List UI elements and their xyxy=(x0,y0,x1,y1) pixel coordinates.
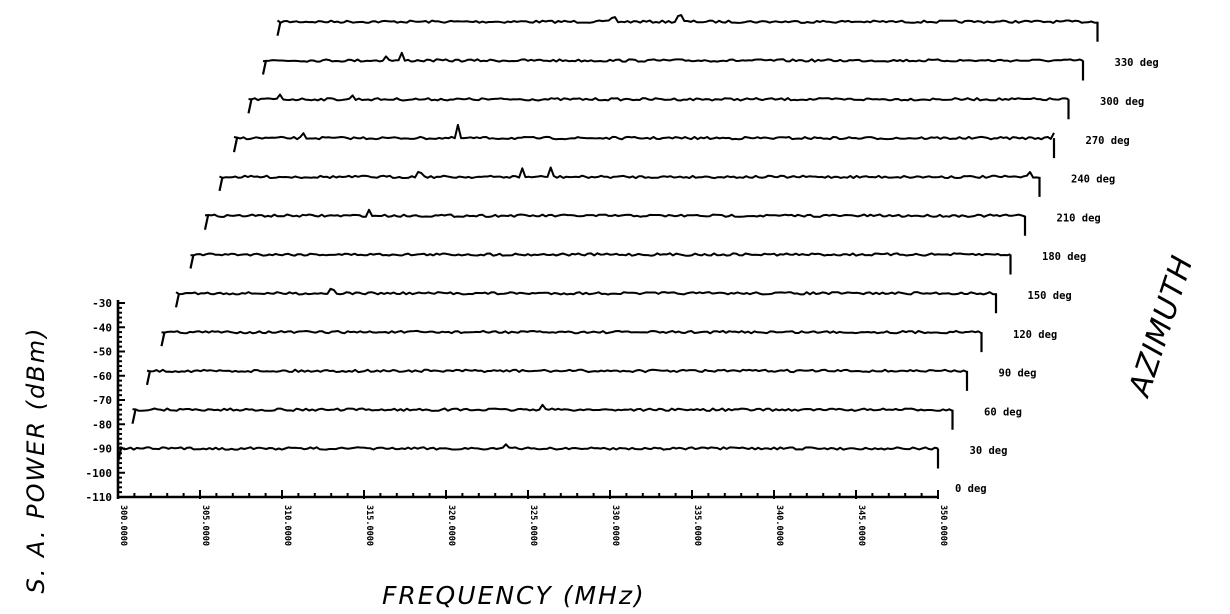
y-tick-label: -40 xyxy=(92,321,112,334)
layer-frame xyxy=(160,331,983,353)
x-tick-label: 320.0000 xyxy=(446,505,456,546)
legend-label: 270 deg xyxy=(1086,135,1130,147)
x-tick-label: 345.0000 xyxy=(856,505,866,546)
legend-label: 0 deg xyxy=(955,483,987,495)
layer-frame xyxy=(261,60,1085,81)
y-tick-label: -60 xyxy=(92,370,112,383)
series-line xyxy=(175,287,997,296)
series-line xyxy=(262,51,1084,63)
legend-label: 60 deg xyxy=(984,406,1022,418)
layer-frame xyxy=(116,448,940,469)
x-tick-label: 350.0000 xyxy=(938,505,948,546)
layer-frame xyxy=(189,254,1012,275)
series-line xyxy=(132,403,953,412)
x-tick-label: 305.0000 xyxy=(200,505,210,546)
y-tick-label: -100 xyxy=(86,467,113,480)
x-tick-label: 310.0000 xyxy=(282,505,292,546)
legend-label: 240 deg xyxy=(1071,174,1115,186)
y-tick-label: -70 xyxy=(92,394,112,407)
trace-layer: 330 deg 300 deg 270 deg 240 deg 210 deg 180 d… xyxy=(116,14,1159,495)
y-tick-label: -30 xyxy=(92,297,112,310)
x-tick-label: 325.0000 xyxy=(528,505,538,546)
series-line xyxy=(219,166,1040,180)
series-line xyxy=(233,123,1055,141)
layer-frame xyxy=(232,137,1056,159)
x-tick-label: 315.0000 xyxy=(364,505,374,546)
layer-frame xyxy=(131,409,954,430)
series-line xyxy=(276,14,1098,24)
y-tick-label: -80 xyxy=(92,418,112,431)
legend-label: 300 deg xyxy=(1100,96,1144,108)
x-tick-label: 340.0000 xyxy=(774,505,784,546)
layer-frame xyxy=(203,215,1027,236)
series-line xyxy=(248,93,1069,102)
z-axis-label: AZIMUTH xyxy=(1122,251,1201,402)
legend-label: 120 deg xyxy=(1013,329,1057,341)
x-tick-label: 335.0000 xyxy=(692,505,702,546)
series-line xyxy=(146,368,968,374)
layer-frame xyxy=(247,99,1070,120)
x-tick-label: 330.0000 xyxy=(610,505,620,546)
layer-frame xyxy=(174,293,998,314)
legend-label: 90 deg xyxy=(999,368,1037,380)
x-axis-label: FREQUENCY (MHz) xyxy=(382,581,646,610)
layer-frame xyxy=(276,21,1099,42)
axes-layer: -30 -40 -50 -60 -70 -80 -90 -100 -110 300.0000 305… xyxy=(86,297,949,546)
series-line xyxy=(161,329,982,335)
legend-label: 150 deg xyxy=(1028,290,1072,302)
layer-frame xyxy=(145,370,969,391)
legend-label: 210 deg xyxy=(1057,212,1101,224)
legend-label: 330 deg xyxy=(1115,57,1159,69)
legend-label: 180 deg xyxy=(1042,251,1086,263)
legend-label: 30 deg xyxy=(970,445,1008,457)
y-tick-label: -50 xyxy=(92,346,112,359)
y-axis-label: S. A. POWER (dBm) xyxy=(22,327,50,594)
y-tick-label: -90 xyxy=(92,443,112,456)
series-line xyxy=(117,443,939,451)
series-line xyxy=(204,208,1026,218)
layer-frame xyxy=(218,176,1041,197)
y-tick-label: -110 xyxy=(86,491,113,504)
x-tick-label: 300.0000 xyxy=(118,505,128,546)
series-line xyxy=(190,252,1011,257)
